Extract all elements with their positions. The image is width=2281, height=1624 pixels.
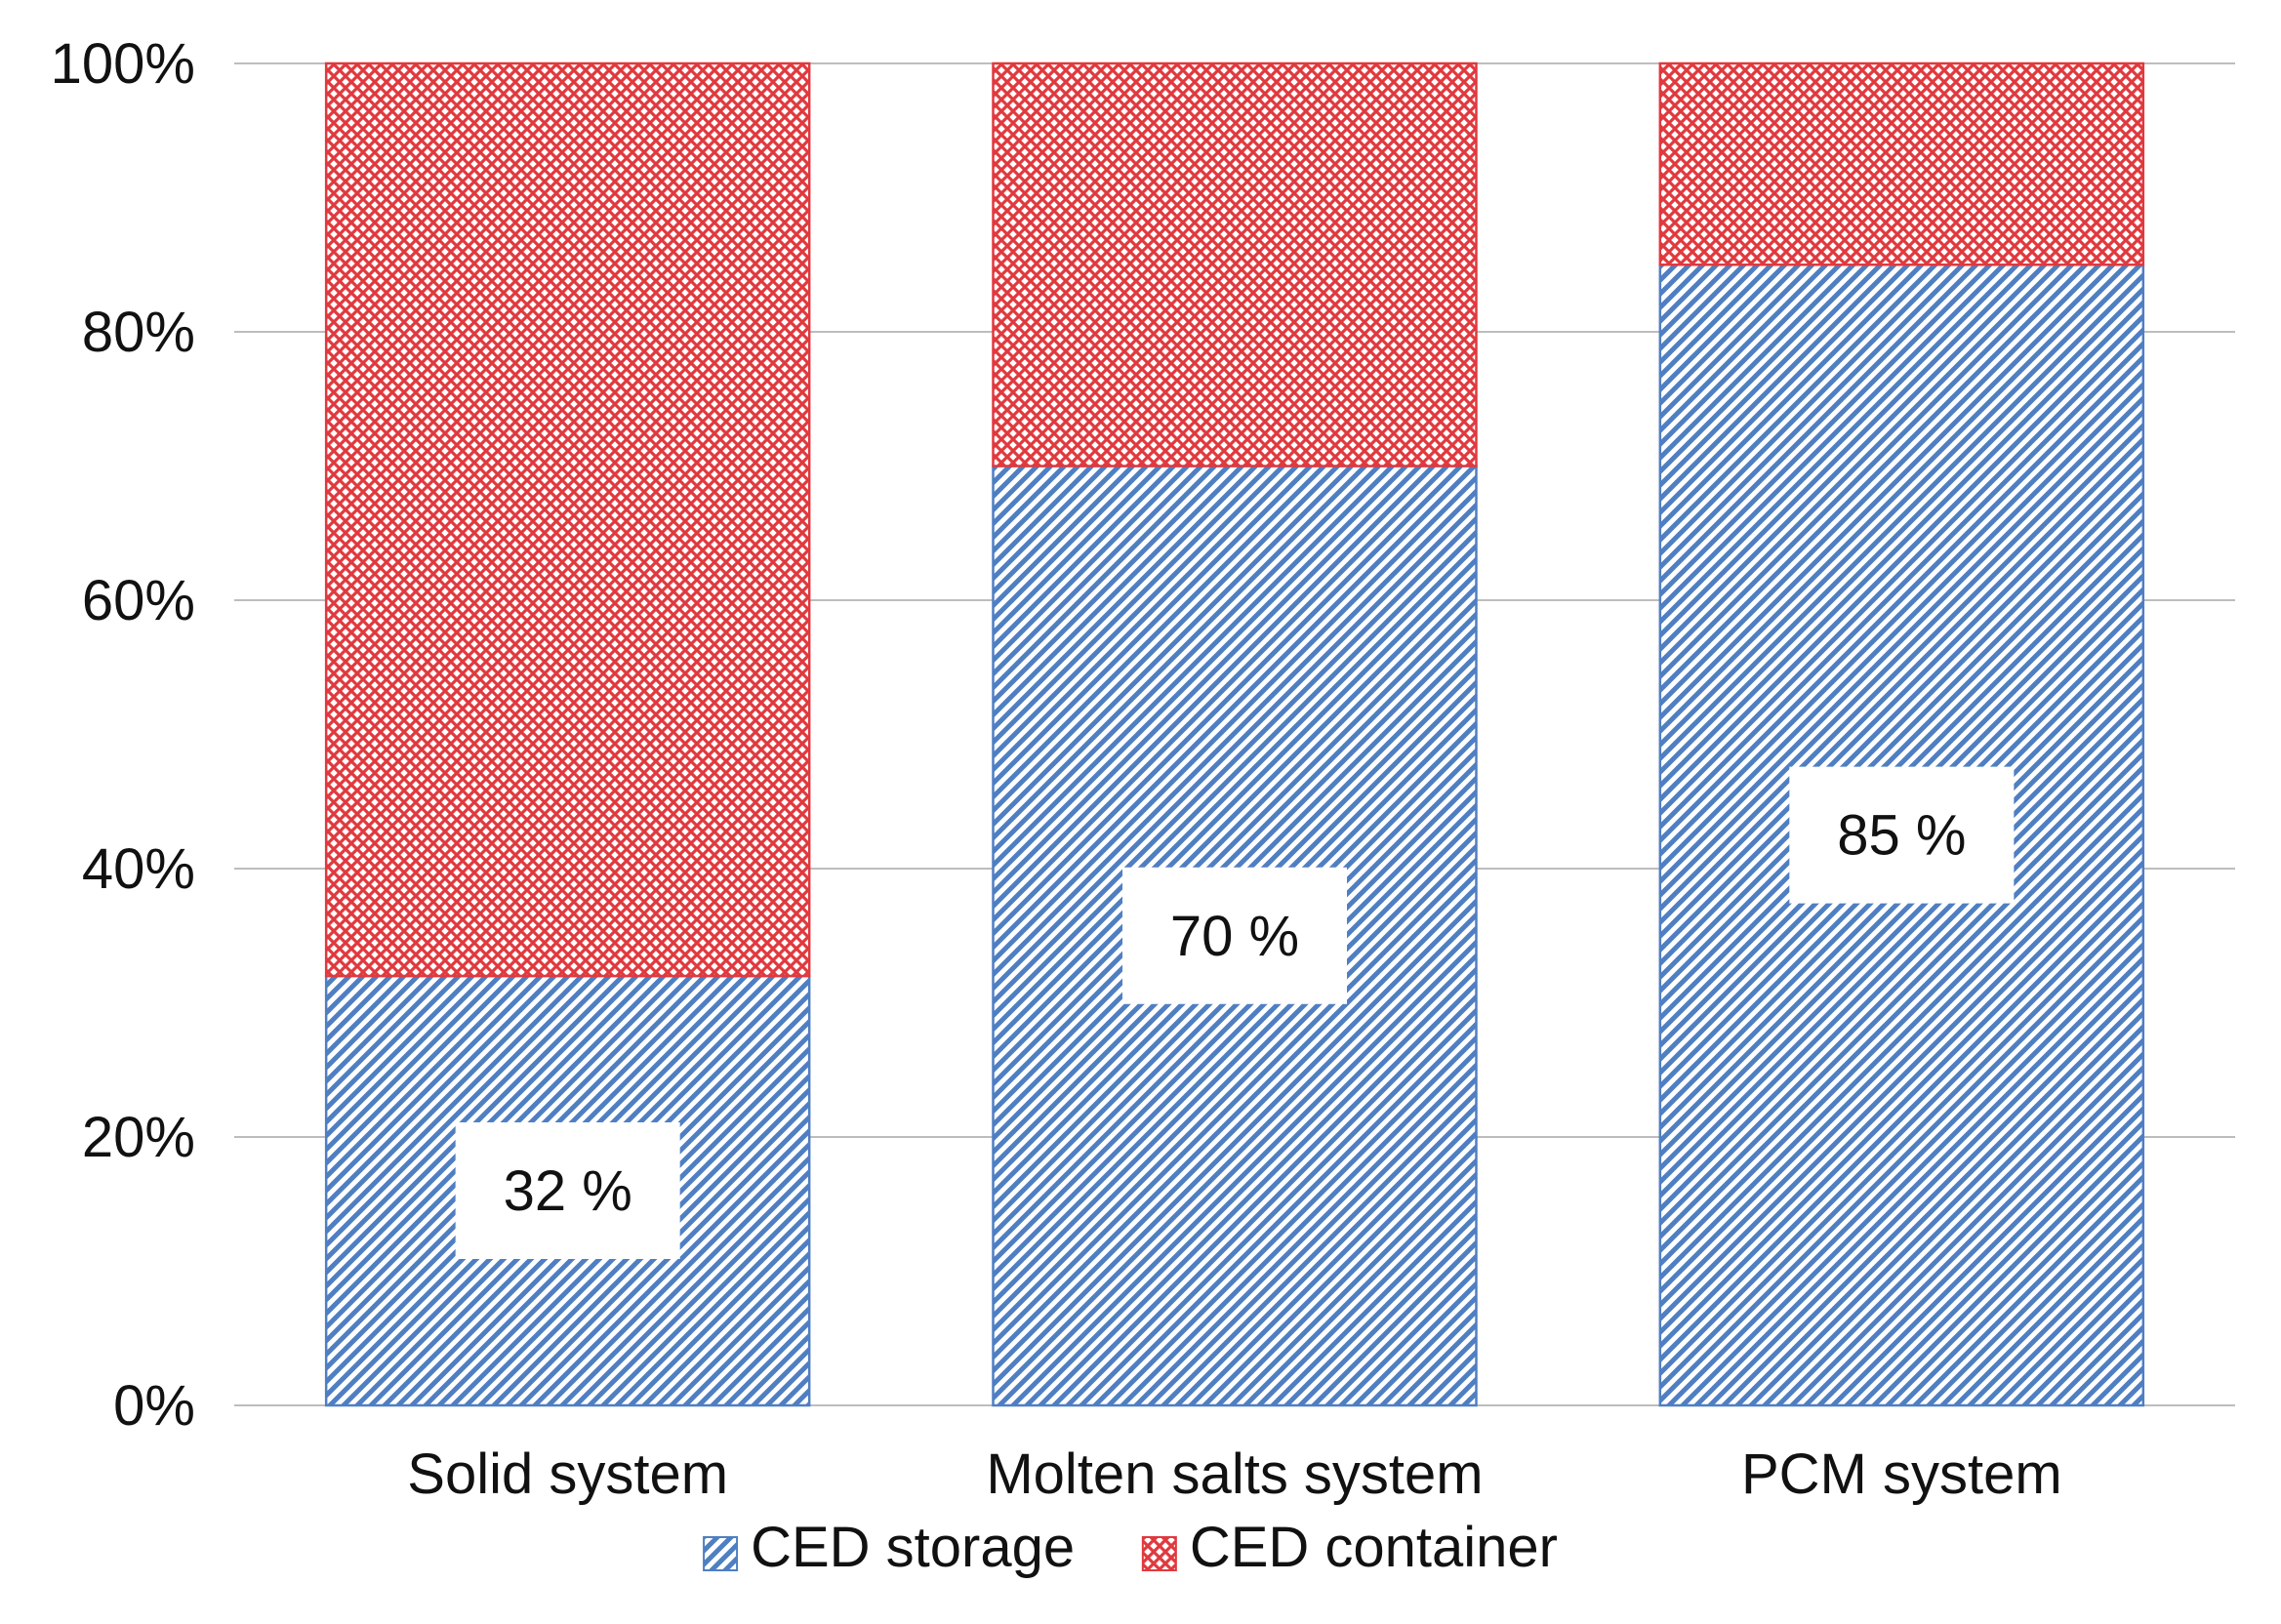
- legend-label: CED storage: [751, 1516, 1075, 1579]
- y-tick-label: 20%: [82, 1106, 195, 1169]
- data-label: 32 %: [504, 1159, 632, 1223]
- legend-swatch-container: [1141, 1536, 1177, 1571]
- bar-segment-container: [1658, 61, 2145, 266]
- data-label: 70 %: [1170, 905, 1299, 968]
- x-category-label: Molten salts system: [986, 1442, 1483, 1506]
- y-tick-label: 0%: [113, 1374, 195, 1438]
- x-category-label: PCM system: [1741, 1442, 2062, 1506]
- y-tick-label: 100%: [51, 32, 195, 96]
- x-category-label: Solid system: [407, 1442, 728, 1506]
- bar-segment-container: [324, 61, 811, 978]
- y-axis: 0% 20% 40% 60% 80% 100%: [51, 32, 195, 1438]
- bar-segment-container: [992, 61, 1478, 467]
- y-tick-label: 80%: [82, 301, 195, 364]
- legend: CED storage CED container: [703, 1516, 1558, 1579]
- x-axis: Solid system Molten salts system PCM syste…: [407, 1442, 2061, 1506]
- legend-label: CED container: [1190, 1516, 1558, 1579]
- data-label-box: [455, 1122, 680, 1259]
- data-labels: 32 % 70 % 85 %: [455, 766, 2015, 1259]
- data-label-box: [1122, 867, 1347, 1004]
- y-tick-label: 40%: [82, 837, 195, 901]
- data-label-box: [1789, 766, 2015, 904]
- data-label: 85 %: [1837, 804, 1966, 868]
- legend-swatch-storage: [703, 1536, 739, 1571]
- bars: [324, 61, 2145, 1407]
- y-tick-label: 60%: [82, 569, 195, 632]
